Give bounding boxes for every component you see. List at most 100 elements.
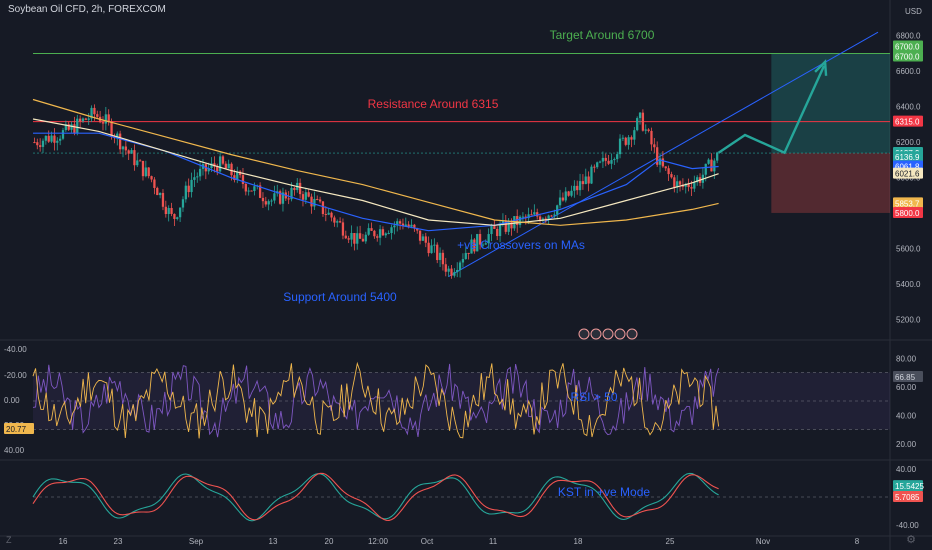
- candle-body: [250, 190, 253, 192]
- candle-body: [516, 216, 519, 226]
- rsi-left-tick: -20.00: [4, 371, 27, 380]
- candle-body: [684, 184, 687, 187]
- event-icon: [614, 328, 626, 340]
- candle-body: [107, 114, 110, 122]
- candle-body: [653, 144, 656, 148]
- interval-label[interactable]: 2h: [91, 4, 103, 15]
- candle-body: [76, 118, 79, 134]
- candle-body: [116, 133, 119, 138]
- candle-body: [384, 233, 387, 236]
- candle-body: [210, 163, 213, 168]
- candle-body: [361, 238, 365, 242]
- rsi-right-tick: 80.00: [896, 354, 917, 363]
- candle-body: [270, 200, 273, 202]
- candle-body: [133, 150, 136, 166]
- candle-body: [373, 230, 376, 237]
- event-icon: [626, 328, 638, 340]
- price-label-target-top-bg: [893, 40, 923, 52]
- x-tick-label: Oct: [421, 537, 434, 546]
- y-tick-label: 6600.0: [896, 67, 921, 76]
- candle-body: [104, 114, 107, 124]
- candle-body: [321, 201, 325, 215]
- candle-body: [364, 234, 367, 242]
- price-label-1-bg: [893, 151, 923, 163]
- candle-body: [238, 171, 242, 176]
- candle-body: [470, 239, 473, 254]
- candle-body: [624, 137, 627, 145]
- projection-arrow: [717, 65, 826, 155]
- candle-body: [430, 245, 433, 254]
- candle-body: [427, 242, 430, 254]
- candle-body: [73, 124, 76, 134]
- candle-body: [138, 160, 142, 162]
- symbol-name[interactable]: Soybean Oil CFD: [8, 4, 86, 15]
- candle-body: [396, 221, 399, 226]
- x-tick-label: 8: [855, 537, 860, 546]
- candle-body: [247, 190, 250, 192]
- price-label-4-bg: [893, 197, 923, 209]
- x-tick-label: Sep: [189, 537, 204, 546]
- settings-icon[interactable]: ⚙: [906, 534, 916, 546]
- candle-body: [664, 166, 667, 169]
- candle-body: [53, 135, 56, 143]
- candle-body: [227, 163, 230, 169]
- candle-body: [521, 216, 525, 218]
- candle-body: [278, 191, 282, 204]
- timezone-toggle[interactable]: Z: [6, 535, 12, 545]
- candle-body: [356, 233, 359, 244]
- candle-body: [667, 168, 670, 175]
- candle-body: [487, 234, 490, 244]
- candle-body: [298, 182, 302, 195]
- candle-body: [413, 224, 416, 229]
- candle-body: [87, 118, 90, 120]
- candle-body: [658, 158, 662, 165]
- candle-body: [638, 112, 642, 119]
- candle-body: [341, 222, 345, 236]
- candle-body: [678, 181, 682, 185]
- candle-body: [513, 216, 516, 229]
- candle-body: [504, 220, 507, 232]
- candle-body: [141, 160, 145, 177]
- candle-body: [578, 181, 582, 191]
- rsi-left-tick: 40.00: [4, 446, 25, 455]
- candle-body: [596, 162, 599, 168]
- candle-body: [244, 183, 247, 192]
- rsi-annotation: RSI > 50: [570, 390, 617, 404]
- rsi-right-tick: 60.00: [896, 383, 917, 392]
- candle-body: [93, 107, 96, 115]
- candle-body: [421, 236, 425, 241]
- candle-body: [41, 140, 45, 147]
- candle-body: [610, 160, 613, 164]
- candle-body: [264, 201, 267, 205]
- candle-body: [193, 177, 196, 180]
- candle-body: [550, 215, 553, 217]
- projection-arrow-head: [814, 59, 828, 76]
- target-zone: [771, 53, 890, 154]
- x-tick-label: 23: [114, 537, 123, 546]
- candle-body: [224, 163, 227, 169]
- candle-body: [301, 194, 305, 200]
- candle-body: [644, 129, 647, 131]
- candle-body: [190, 179, 193, 193]
- candle-body: [407, 224, 410, 227]
- candle-body: [547, 215, 550, 220]
- candle-body: [530, 214, 533, 216]
- candle-body: [581, 181, 585, 185]
- candle-body: [390, 227, 393, 234]
- candle-body: [570, 190, 573, 196]
- price-label-target-bg: [893, 50, 923, 62]
- candle-body: [501, 220, 505, 225]
- y-tick-label: 5200.0: [896, 315, 921, 324]
- candle-body: [127, 150, 130, 154]
- candle-body: [350, 232, 353, 240]
- candle-body: [464, 252, 467, 260]
- kst-right-tick: -40.00: [896, 521, 919, 530]
- candle-body: [241, 175, 245, 184]
- candle-body: [253, 186, 256, 192]
- candle-body: [370, 228, 373, 231]
- candle-body: [616, 154, 619, 160]
- kst-value-label-2: 5.7085: [895, 493, 920, 502]
- candle-body: [398, 221, 402, 224]
- price-label-target-top: 6700.0: [895, 42, 920, 51]
